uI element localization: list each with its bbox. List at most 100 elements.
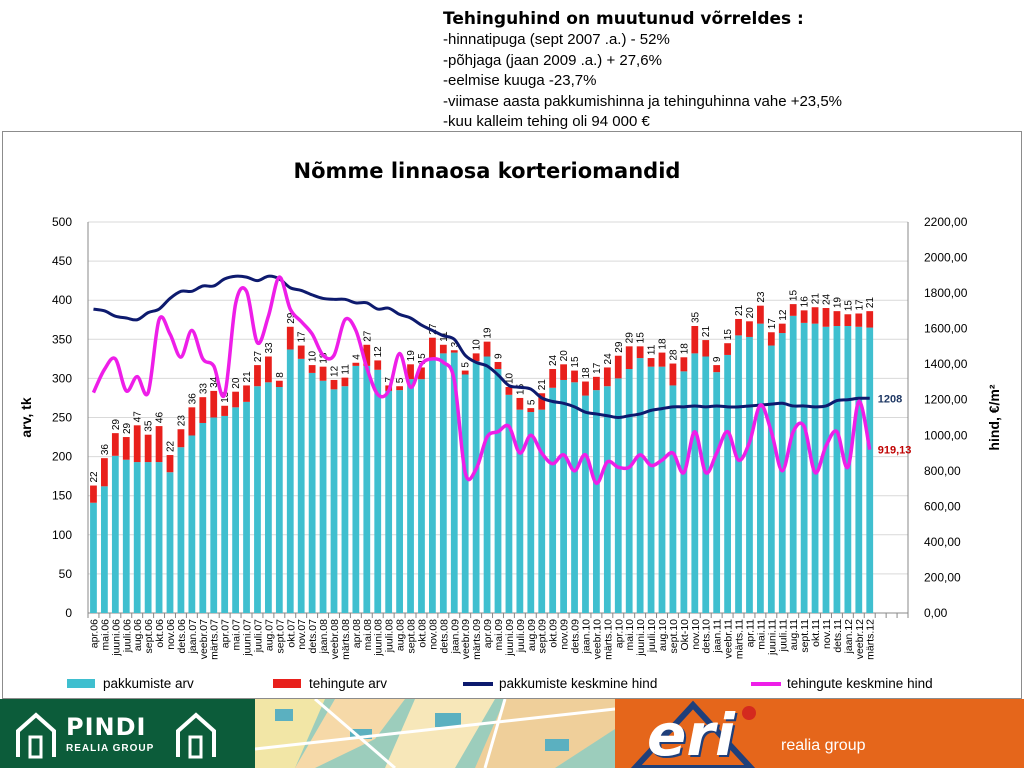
x-tick-label: dets.07 [307, 619, 319, 654]
x-tick-label: mai.06 [99, 619, 111, 651]
x-tick-label: aug.07 [263, 619, 275, 651]
bar-deals [658, 352, 666, 367]
bar-deals [855, 313, 863, 327]
bar-offers [636, 358, 644, 613]
bar-offers [101, 486, 108, 613]
offer-price-end-label: 1208 [878, 393, 902, 405]
bar-offers [385, 390, 393, 613]
y2-tick-label: 600,00 [924, 499, 961, 513]
bar-deals [166, 455, 174, 473]
bar-offers [319, 380, 327, 613]
bar-deals [330, 379, 338, 390]
bar-data-label: 16 [800, 296, 811, 308]
x-tick-label: juuli.07 [252, 619, 264, 653]
chart-title: Nõmme linnaosa korteriomandid [294, 159, 681, 183]
bar-deals [691, 326, 699, 354]
bar-offers [374, 369, 382, 613]
bar-deals [177, 429, 185, 448]
bar-offers [286, 349, 294, 613]
y-tick-label: 100 [52, 528, 72, 542]
bar-deals [265, 356, 272, 383]
bar-deals [188, 407, 196, 436]
bar-offers [363, 365, 371, 613]
x-tick-label: mai.09 [493, 619, 505, 651]
line-deal-price [91, 275, 872, 486]
bar-deals [822, 308, 830, 327]
bar-data-label: 9 [494, 353, 505, 359]
legend-label: tehingute keskmine hind [787, 676, 933, 691]
bar-offers [571, 382, 578, 613]
x-tick-label: sept.09 [537, 619, 549, 654]
bar-offers [757, 323, 764, 613]
bar-data-label: 29 [111, 419, 122, 431]
bar-data-label: 29 [122, 422, 133, 434]
x-tick-label: juuli.06 [121, 619, 133, 653]
y2-tick-label: 800,00 [924, 464, 961, 478]
bar-data-label: 27 [253, 351, 264, 363]
bar-data-label: 20 [231, 377, 242, 389]
bar-deals [713, 365, 721, 373]
x-tick-label: nov.07 [296, 619, 308, 650]
bar-data-label: 17 [767, 318, 778, 330]
x-tick-label: aug.08 [395, 619, 407, 651]
bar-deals [724, 343, 731, 355]
notes-line: -kuu kalleim tehing oli 94 000 € [443, 113, 650, 130]
x-tick-label: juuni.09 [504, 619, 516, 657]
bar-data-label: 11 [340, 364, 351, 375]
bar-offers [221, 415, 229, 613]
bar-offers [527, 412, 535, 613]
x-tick-label: sept.07 [274, 619, 286, 654]
bar-data-label: 17 [592, 362, 603, 374]
x-tick-label: juuni.08 [373, 619, 385, 657]
bar-deals [800, 310, 808, 323]
bar-offers [778, 333, 786, 613]
x-tick-label: juuli.09 [515, 619, 527, 653]
bar-deals [101, 458, 108, 487]
bar-data-label: 13 [220, 391, 231, 403]
bar-data-label: 17 [854, 299, 865, 311]
bar-data-label: 3 [450, 341, 461, 347]
bar-offers [516, 409, 524, 613]
bar-offers [582, 395, 589, 613]
bar-offers [669, 385, 677, 613]
bar-deals [571, 370, 578, 383]
x-tick-label: nov.11 [821, 619, 833, 649]
x-tick-label: mai.08 [362, 619, 374, 651]
y2-tick-label: 2200,00 [924, 215, 968, 229]
x-tick-label: dets.06 [176, 619, 188, 654]
bar-deals [133, 425, 141, 463]
footer-banner: PINDI REALIA GROUP eri realia group [0, 699, 1024, 768]
bar-data-label: 15 [515, 383, 526, 395]
x-tick-label: juuni.06 [110, 619, 122, 657]
x-tick-label: aug.09 [526, 619, 538, 651]
x-tick-label: juuni.11 [766, 619, 778, 656]
x-tick-label: dets.09 [570, 619, 582, 654]
x-tick-label: apr.09 [482, 619, 494, 648]
y-tick-label: 450 [52, 254, 72, 268]
x-tick-label: jaan.10 [580, 619, 592, 655]
bar-offers [177, 447, 185, 613]
x-tick-label: nov.08 [427, 619, 439, 650]
bar-offers [855, 326, 863, 613]
x-tick-label: sept.10 [668, 619, 680, 654]
x-tick-label: okt.11 [810, 619, 822, 647]
bar-data-label: 5 [395, 377, 406, 383]
bar-offers [713, 372, 721, 613]
y2-tick-label: 1800,00 [924, 286, 968, 300]
bar-offers [844, 326, 852, 613]
x-tick-label: märts.07 [209, 619, 221, 660]
x-tick-label: nov.09 [559, 619, 571, 650]
bar-deals [429, 337, 436, 359]
x-tick-label: apr.08 [351, 619, 363, 648]
bar-deals [199, 397, 207, 423]
y-tick-label: 50 [59, 567, 73, 581]
bar-offers [603, 386, 611, 613]
bar-deals [144, 434, 152, 463]
bar-data-label: 18 [658, 338, 669, 350]
bar-data-label: 29 [286, 312, 297, 324]
x-tick-label: mai.07 [231, 619, 243, 651]
bar-offers [352, 365, 360, 613]
x-tick-label: okt.06 [154, 619, 166, 648]
bar-deals [155, 426, 163, 463]
notes-line: -põhjaga (jaan 2009 .a.) + 27,6% [443, 51, 662, 69]
